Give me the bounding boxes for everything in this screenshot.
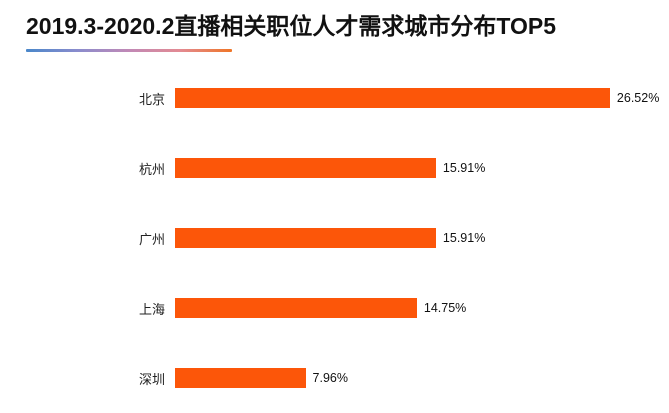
bar	[175, 88, 610, 108]
city-label: 杭州	[138, 161, 165, 177]
bar-track: 15.91%	[175, 158, 669, 178]
bar-track: 7.96%	[175, 368, 669, 388]
city-label: 深圳	[138, 371, 165, 387]
bar-chart: 北京 26.52% 杭州 15.91% 广州 15.91% 上海 14.75% …	[0, 63, 669, 413]
bar-row: 杭州 15.91%	[0, 133, 669, 203]
chart-title: 2019.3-2020.2直播相关职位人才需求城市分布TOP5	[26, 13, 557, 39]
bar-value-label: 15.91%	[442, 231, 486, 245]
title-underline	[26, 49, 232, 52]
bar-row: 深圳 7.96%	[0, 343, 669, 413]
bar	[175, 158, 436, 178]
bar-value-label: 15.91%	[442, 161, 486, 175]
bar	[175, 368, 306, 388]
bar-track: 26.52%	[175, 88, 669, 108]
bar-row: 广州 15.91%	[0, 203, 669, 273]
bar-row: 北京 26.52%	[0, 63, 669, 133]
bar-value-label: 7.96%	[312, 371, 348, 385]
bar-row: 上海 14.75%	[0, 273, 669, 343]
bar	[175, 298, 417, 318]
bar-value-label: 26.52%	[616, 91, 660, 105]
city-label: 上海	[138, 301, 165, 317]
bar	[175, 228, 436, 248]
chart-header: 2019.3-2020.2直播相关职位人才需求城市分布TOP5	[0, 0, 669, 52]
bar-track: 14.75%	[175, 298, 669, 318]
city-label: 广州	[138, 231, 165, 247]
city-label: 北京	[138, 91, 165, 107]
bar-value-label: 14.75%	[423, 301, 467, 315]
bar-track: 15.91%	[175, 228, 669, 248]
